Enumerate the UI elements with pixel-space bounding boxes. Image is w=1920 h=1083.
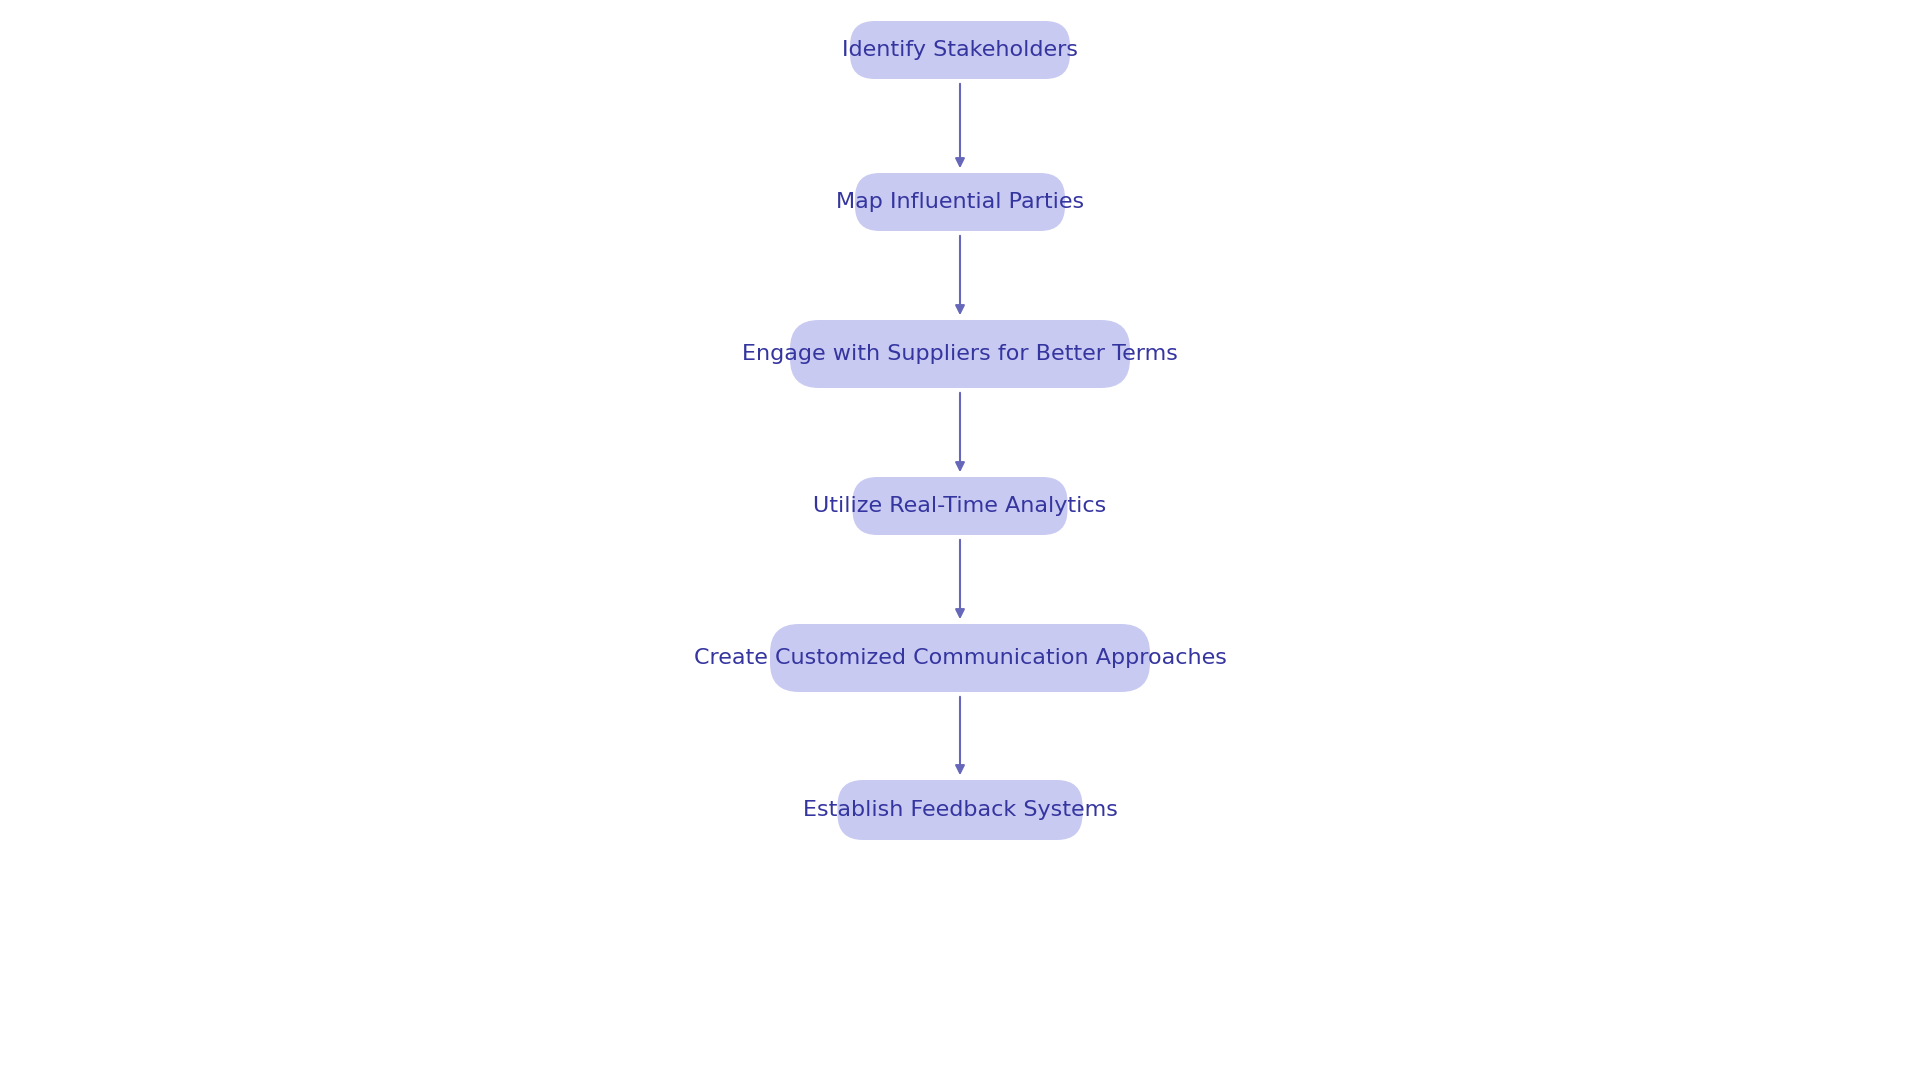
FancyBboxPatch shape <box>789 319 1131 388</box>
FancyBboxPatch shape <box>851 21 1069 79</box>
FancyBboxPatch shape <box>837 780 1083 840</box>
FancyBboxPatch shape <box>770 624 1150 692</box>
Text: Identify Stakeholders: Identify Stakeholders <box>843 40 1077 60</box>
Text: Map Influential Parties: Map Influential Parties <box>835 192 1085 212</box>
Text: Create Customized Communication Approaches: Create Customized Communication Approach… <box>693 648 1227 668</box>
Text: Engage with Suppliers for Better Terms: Engage with Suppliers for Better Terms <box>741 344 1179 364</box>
FancyBboxPatch shape <box>852 477 1068 535</box>
Text: Establish Feedback Systems: Establish Feedback Systems <box>803 800 1117 820</box>
Text: Utilize Real-Time Analytics: Utilize Real-Time Analytics <box>814 496 1106 516</box>
FancyBboxPatch shape <box>854 173 1066 231</box>
